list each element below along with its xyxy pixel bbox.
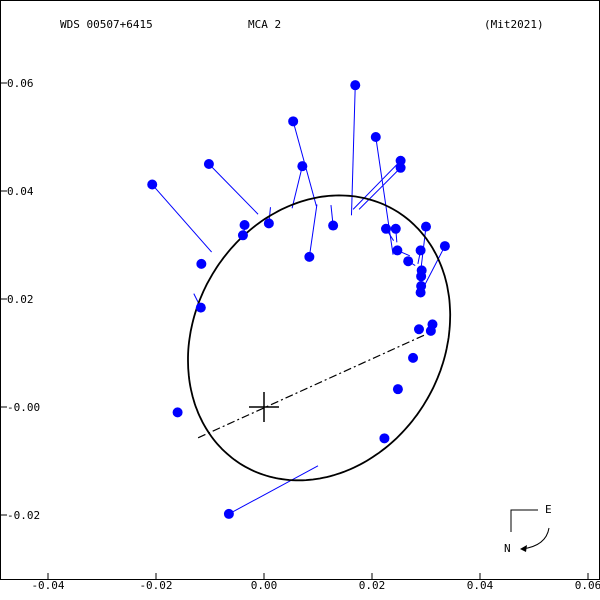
observation-point	[288, 116, 299, 127]
residual-line	[291, 166, 303, 209]
observation-point	[403, 256, 414, 267]
residual-line	[421, 245, 446, 292]
observation-point	[304, 251, 315, 262]
plot-frame	[0, 0, 600, 580]
orbit-ellipse	[187, 194, 452, 482]
observation-point	[147, 179, 158, 190]
header-reference: (Mit2021)	[484, 18, 544, 31]
residual-lines	[151, 85, 446, 515]
compass-east-label: E	[545, 503, 552, 516]
residual-line	[352, 160, 401, 210]
x-tick-label: 0.02	[359, 579, 386, 592]
observation-point	[195, 302, 206, 313]
header-designation: MCA 2	[248, 18, 281, 31]
y-tick-label: -0.02	[7, 509, 40, 522]
observation-point	[381, 223, 392, 234]
y-tick-label: 0.02	[7, 293, 34, 306]
x-tick-label: 0.04	[467, 579, 494, 592]
observation-point	[203, 159, 214, 169]
observation-point	[370, 132, 381, 142]
observation-point	[350, 80, 361, 91]
observation-point	[415, 245, 426, 256]
observation-point	[415, 287, 426, 298]
x-tick-label: -0.02	[139, 579, 172, 592]
observation-point	[328, 220, 339, 231]
compass-arrow-head	[520, 545, 527, 552]
observation-point	[395, 162, 406, 173]
observation-point	[390, 223, 401, 234]
axis-tick-labels: -0.04 -0.02 0.00 0.02 0.04 0.06 -0.02 -0.00 0.02…	[7, 77, 600, 592]
observation-point	[425, 325, 436, 336]
observation-point	[297, 161, 308, 172]
y-tick-label: -0.00	[7, 401, 40, 414]
residual-line	[208, 163, 259, 215]
header-star-id: WDS 00507+6415	[60, 18, 153, 31]
observation-point	[237, 230, 248, 241]
y-tick-label: 0.06	[7, 77, 34, 90]
residual-line	[308, 204, 318, 257]
observation-point	[223, 508, 234, 519]
observation-point	[239, 220, 250, 231]
residual-line	[375, 136, 394, 255]
residual-line	[151, 184, 212, 253]
compass-east-arm	[510, 509, 538, 532]
observation-point	[416, 271, 427, 282]
observation-point	[263, 218, 274, 229]
observation-point	[172, 407, 183, 418]
primary-star-marker	[249, 392, 279, 422]
observation-point	[408, 352, 419, 363]
observation-point	[392, 384, 403, 395]
x-tick-label: 0.00	[251, 579, 278, 592]
residual-line	[228, 465, 319, 515]
x-tick-label: -0.04	[31, 579, 64, 592]
observation-point	[392, 245, 403, 256]
y-tick-label: 0.04	[7, 185, 34, 198]
observation-point	[379, 433, 390, 444]
observation-point	[421, 221, 431, 232]
axis-ticks	[0, 82, 589, 580]
residual-line	[350, 85, 356, 216]
observation-point	[196, 258, 207, 269]
line-of-nodes	[197, 333, 427, 439]
residual-line	[358, 167, 401, 210]
observation-point	[395, 155, 406, 166]
compass: E N	[504, 503, 552, 555]
compass-north-label: N	[504, 542, 511, 555]
x-tick-label: 0.06	[575, 579, 600, 592]
observation-point	[413, 324, 424, 335]
observation-points	[147, 80, 450, 519]
observation-point	[439, 241, 450, 252]
